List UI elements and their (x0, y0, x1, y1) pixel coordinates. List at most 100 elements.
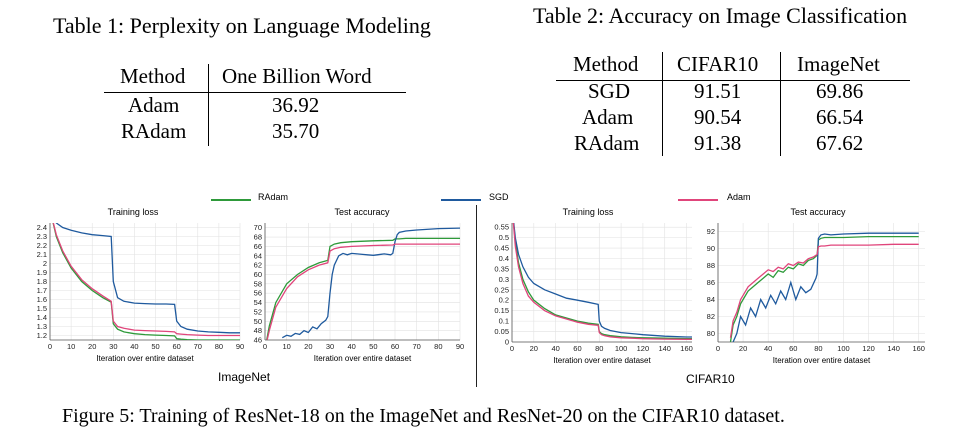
y-tick-label: 0.35 (494, 264, 509, 273)
table1-header-rule (104, 92, 406, 93)
table2-cell: 91.38 (694, 131, 742, 155)
y-tick-label: 0.4 (499, 254, 509, 263)
y-tick-label: 2.3 (37, 232, 47, 241)
x-tick-label: 140 (658, 344, 671, 353)
table2-cell: 91.51 (694, 79, 742, 103)
series-line-radam (52, 223, 240, 340)
y-tick-label: 50 (254, 317, 262, 326)
table2-col-divider-2 (780, 52, 781, 156)
series-line-radam (512, 223, 692, 340)
y-tick-label: 66 (254, 242, 262, 251)
group-label-imagenet: ImageNet (218, 370, 271, 384)
table2-col-divider-1 (662, 52, 663, 156)
chart-title: Training loss (108, 207, 159, 217)
y-tick-label: 2 (43, 259, 47, 268)
x-tick-label: 160 (912, 344, 925, 353)
y-tick-label: 1.2 (37, 331, 47, 340)
table2-cell: SGD (588, 79, 631, 103)
y-tick-label: 88 (707, 261, 715, 270)
legend-label-adam: Adam (727, 192, 751, 202)
x-tick-label: 0 (510, 344, 514, 353)
legend-label-radam: RAdam (258, 192, 289, 202)
table1-cell: 35.70 (272, 119, 320, 143)
x-tick-label: 60 (172, 342, 180, 351)
y-tick-label: 90 (707, 244, 715, 253)
x-tick-label: 60 (573, 344, 581, 353)
x-tick-label: 50 (369, 342, 377, 351)
x-tick-label: 0 (263, 342, 267, 351)
series-line-adam (266, 243, 460, 340)
y-tick-label: 92 (707, 227, 715, 236)
x-tick-label: 80 (215, 342, 223, 351)
y-tick-label: 0.55 (494, 223, 509, 232)
x-tick-label: 80 (814, 344, 822, 353)
table2-header-rule (556, 80, 910, 81)
table2-cell: RAdam (574, 131, 640, 155)
x-tick-label: 40 (347, 342, 355, 351)
x-tick-label: 40 (551, 344, 559, 353)
y-tick-label: 0.05 (494, 327, 509, 336)
table1-cell: Adam (128, 93, 180, 117)
x-tick-label: 0 (48, 342, 52, 351)
x-tick-label: 20 (739, 344, 747, 353)
x-tick-label: 40 (130, 342, 138, 351)
x-tick-label: 30 (326, 342, 334, 351)
table2-cell: 69.86 (816, 79, 864, 103)
y-tick-label: 70 (254, 223, 262, 232)
y-tick-label: 1.6 (37, 295, 47, 304)
y-tick-label: 2.4 (37, 223, 47, 232)
x-tick-label: 70 (412, 342, 420, 351)
y-tick-label: 0.2 (499, 296, 509, 305)
y-tick-label: 48 (254, 326, 262, 335)
y-tick-label: 64 (254, 251, 262, 260)
legend-label-sgd: SGD (489, 192, 509, 202)
y-tick-label: 1.3 (37, 322, 47, 331)
series-line-adam (512, 223, 692, 340)
group-label-cifar: CIFAR10 (686, 372, 735, 386)
x-axis-label: Iteration over entire dataset (96, 354, 194, 363)
y-tick-label: 52 (254, 307, 262, 316)
y-tick-label: 0.1 (499, 317, 509, 326)
table1-caption: Table 1: Perplexity on Language Modeling (53, 13, 431, 38)
legend-swatch-radam (211, 199, 251, 201)
x-tick-label: 80 (434, 342, 442, 351)
x-tick-label: 40 (764, 344, 772, 353)
y-tick-label: 0 (505, 338, 509, 347)
y-tick-label: 54 (254, 298, 262, 307)
x-tick-label: 140 (887, 344, 900, 353)
y-tick-label: 56 (254, 289, 262, 298)
x-tick-label: 60 (391, 342, 399, 351)
table2-cell: 66.54 (816, 105, 864, 129)
x-tick-label: 30 (109, 342, 117, 351)
y-tick-label: 1.8 (37, 277, 47, 286)
figure-caption: Figure 5: Training of ResNet-18 on the I… (62, 405, 785, 427)
table1-header-dataset: One Billion Word (222, 64, 372, 88)
series-line-adam (52, 223, 240, 337)
x-tick-label: 80 (595, 344, 603, 353)
y-tick-label: 2.1 (37, 250, 47, 259)
x-tick-label: 60 (789, 344, 797, 353)
figure-group-divider (476, 205, 477, 387)
series-line-sgd (281, 227, 460, 339)
table2-header-method: Method (573, 52, 639, 76)
x-tick-label: 10 (67, 342, 75, 351)
x-tick-label: 20 (304, 342, 312, 351)
table2-caption: Table 2: Accuracy on Image Classificatio… (533, 3, 908, 28)
y-tick-label: 46 (254, 336, 262, 345)
y-tick-label: 2.2 (37, 241, 47, 250)
series-line-radam (266, 237, 460, 340)
series-line-radam (729, 235, 919, 342)
y-tick-label: 58 (254, 279, 262, 288)
series-line-sgd (732, 232, 919, 342)
table1-cell: 36.92 (272, 93, 320, 117)
y-tick-label: 1.4 (37, 313, 47, 322)
legend-swatch-adam (678, 199, 718, 201)
table1-cell: RAdam (121, 119, 187, 143)
y-tick-label: 1.5 (37, 304, 47, 313)
table2-cell: 67.62 (816, 131, 864, 155)
legend-swatch-sgd (441, 199, 481, 201)
y-tick-label: 84 (707, 295, 715, 304)
x-tick-label: 160 (680, 344, 693, 353)
